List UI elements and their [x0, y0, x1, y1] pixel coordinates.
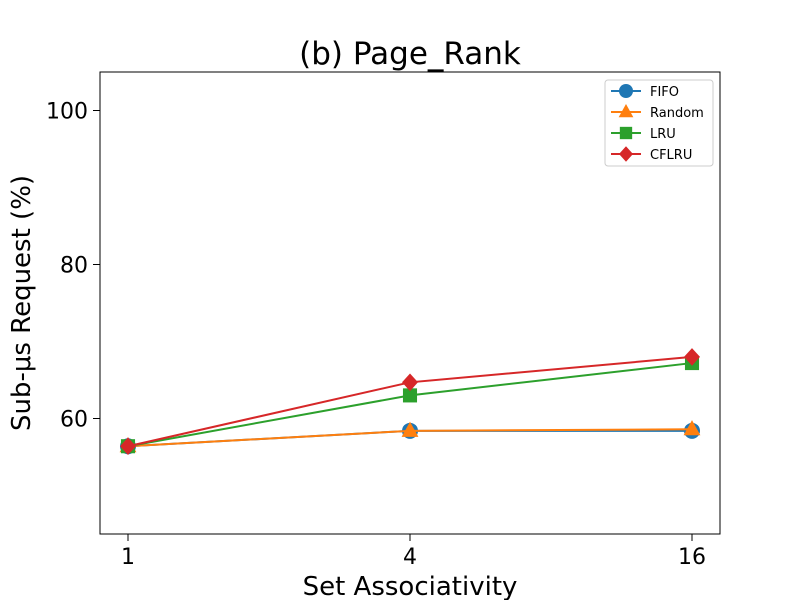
data-point-square: [402, 388, 418, 403]
data-point-diamond: [402, 373, 418, 392]
legend-label: CFLRU: [650, 148, 692, 163]
y-axis-label: Sub-μs Request (%): [7, 175, 37, 431]
x-axis-label: Set Associativity: [303, 572, 518, 600]
legend: FIFO Random LRU CFLRU: [604, 79, 714, 167]
data-point-triangle: [683, 420, 701, 436]
legend-frame: [604, 79, 714, 167]
series-cflru: [120, 348, 700, 456]
legend-label: FIFO: [650, 85, 679, 100]
legend-item-lru: LRU: [611, 126, 676, 142]
data-point-triangle: [401, 421, 419, 437]
legend-label: Random: [650, 106, 704, 121]
x-tick-label: 1: [121, 545, 135, 570]
legend-label: LRU: [650, 127, 676, 142]
data-point-diamond: [684, 348, 700, 366]
legend-item-cflru: CFLRU: [611, 146, 692, 163]
y-tick-label: 60: [60, 408, 88, 433]
legend-item-random: Random: [611, 103, 704, 121]
y-axis: 60 80 100: [46, 100, 100, 433]
chart-title: (b) Page_Rank: [299, 36, 521, 72]
legend-marker-triangle: [618, 103, 634, 118]
series-layer: [119, 348, 701, 456]
y-tick-label: 100: [46, 100, 88, 125]
data-point-diamond: [120, 437, 136, 456]
y-tick-label: 80: [60, 254, 88, 279]
x-tick-label: 16: [678, 545, 706, 570]
legend-item-fifo: FIFO: [611, 84, 679, 100]
legend-marker-circle: [619, 84, 633, 98]
legend-marker-diamond: [619, 146, 633, 162]
series-random: [119, 420, 701, 453]
legend-marker-square: [619, 126, 633, 140]
x-tick-label: 4: [403, 545, 417, 570]
x-axis: 1 4 16: [121, 534, 706, 570]
